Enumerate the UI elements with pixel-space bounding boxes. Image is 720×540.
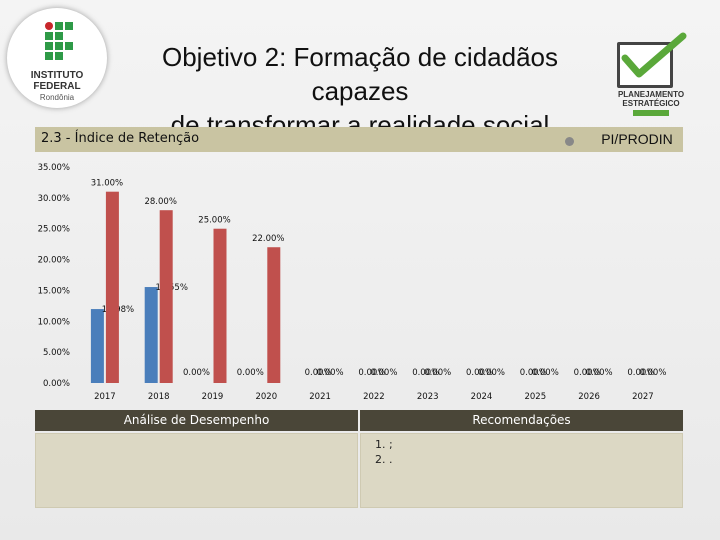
chart-bar bbox=[145, 287, 158, 383]
data-label: 0.00% bbox=[317, 368, 344, 378]
data-label: 0.00% bbox=[237, 368, 264, 378]
bullet-icon bbox=[565, 137, 574, 146]
data-label: 0.00% bbox=[532, 368, 559, 378]
x-tick-label: 2020 bbox=[255, 392, 277, 402]
recommendations-panel: ;. bbox=[360, 433, 683, 508]
section-right-label: PI/PRODIN bbox=[591, 127, 683, 152]
institution-logo-mark bbox=[45, 22, 73, 68]
institution-logo: INSTITUTO FEDERAL Rondônia bbox=[7, 8, 107, 108]
section-label: 2.3 - Índice de Retenção bbox=[41, 131, 199, 146]
strategic-planning-logo: PLANEJAMENTO ESTRATÉGICO bbox=[605, 30, 697, 110]
x-tick-label: 2024 bbox=[471, 392, 493, 402]
x-tick-label: 2021 bbox=[309, 392, 331, 402]
x-tick-label: 2026 bbox=[578, 392, 600, 402]
strategic-logo-ribbon bbox=[633, 110, 669, 116]
strategic-logo-line1: PLANEJAMENTO bbox=[605, 90, 697, 99]
data-label: 0.00% bbox=[639, 368, 666, 378]
recommendations-list: ;. bbox=[361, 437, 682, 467]
y-tick-label: 10.00% bbox=[38, 317, 70, 327]
checkmark-icon bbox=[605, 30, 697, 90]
chart-bar bbox=[267, 247, 280, 383]
data-label: 0.00% bbox=[370, 368, 397, 378]
y-tick-label: 35.00% bbox=[38, 163, 70, 173]
analysis-header: Análise de Desempenho bbox=[35, 410, 358, 431]
chart-bar bbox=[214, 229, 227, 383]
x-tick-label: 2017 bbox=[94, 392, 116, 402]
institution-logo-line2: FEDERAL bbox=[7, 81, 107, 92]
data-label: 0.00% bbox=[478, 368, 505, 378]
data-label: 0.00% bbox=[183, 368, 210, 378]
strategic-logo-line2: ESTRATÉGICO bbox=[605, 99, 697, 108]
chart-bar bbox=[91, 309, 104, 383]
recommendations-header: Recomendações bbox=[360, 410, 683, 431]
y-tick-label: 30.00% bbox=[38, 194, 70, 204]
x-tick-label: 2019 bbox=[202, 392, 224, 402]
y-tick-label: 5.00% bbox=[43, 348, 70, 358]
data-label: 0.00% bbox=[424, 368, 451, 378]
recommendation-item: ; bbox=[389, 437, 682, 452]
recommendation-item: . bbox=[389, 452, 682, 467]
y-tick-label: 15.00% bbox=[38, 286, 70, 296]
data-label: 28.00% bbox=[144, 197, 176, 207]
chart-bar bbox=[106, 192, 119, 383]
x-tick-label: 2022 bbox=[363, 392, 385, 402]
section-header: 2.3 - Índice de Retenção PI/PRODIN bbox=[35, 127, 683, 152]
x-tick-label: 2025 bbox=[524, 392, 546, 402]
chart-bar bbox=[160, 210, 173, 383]
data-label: 25.00% bbox=[198, 216, 230, 226]
y-tick-label: 25.00% bbox=[38, 225, 70, 235]
data-label: 22.00% bbox=[252, 234, 284, 244]
y-tick-label: 0.00% bbox=[43, 379, 70, 389]
data-label: 0.00% bbox=[586, 368, 613, 378]
data-label: 31.00% bbox=[91, 179, 123, 189]
x-tick-label: 2023 bbox=[417, 392, 439, 402]
x-tick-label: 2027 bbox=[632, 392, 654, 402]
institution-logo-line1: INSTITUTO bbox=[7, 70, 107, 81]
institution-logo-line3: Rondônia bbox=[7, 93, 107, 102]
y-tick-label: 20.00% bbox=[38, 256, 70, 266]
retention-chart: 0.00% 5.00% 10.00% 15.00% 20.00% 25.00% 30.00%… bbox=[0, 155, 720, 410]
x-tick-label: 2018 bbox=[148, 392, 170, 402]
analysis-panel bbox=[35, 433, 358, 508]
